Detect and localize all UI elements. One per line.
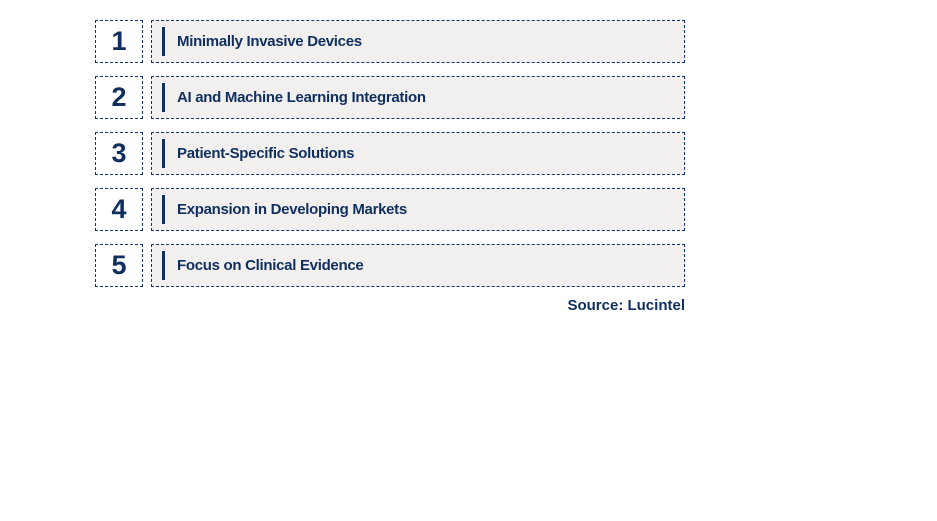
numbered-list: 1 Minimally Invasive Devices 2 AI and Ma… (95, 20, 685, 287)
label-box: AI and Machine Learning Integration (151, 76, 685, 119)
list-item: 3 Patient-Specific Solutions (95, 132, 685, 175)
list-item: 1 Minimally Invasive Devices (95, 20, 685, 63)
label-box: Expansion in Developing Markets (151, 188, 685, 231)
number-text: 2 (111, 82, 126, 113)
label-text: Focus on Clinical Evidence (177, 257, 363, 274)
divider-bar (162, 139, 165, 168)
source-attribution: Source: Lucintel (95, 297, 685, 314)
label-text: Patient-Specific Solutions (177, 145, 354, 162)
number-box: 5 (95, 244, 143, 287)
list-item: 2 AI and Machine Learning Integration (95, 76, 685, 119)
label-text: Expansion in Developing Markets (177, 201, 407, 218)
label-box: Minimally Invasive Devices (151, 20, 685, 63)
list-item: 5 Focus on Clinical Evidence (95, 244, 685, 287)
label-box: Patient-Specific Solutions (151, 132, 685, 175)
number-text: 4 (111, 194, 126, 225)
list-item: 4 Expansion in Developing Markets (95, 188, 685, 231)
number-box: 2 (95, 76, 143, 119)
number-text: 5 (111, 250, 126, 281)
number-text: 1 (111, 26, 126, 57)
number-box: 4 (95, 188, 143, 231)
divider-bar (162, 195, 165, 224)
label-text: AI and Machine Learning Integration (177, 89, 426, 106)
divider-bar (162, 27, 165, 56)
number-text: 3 (111, 138, 126, 169)
number-box: 1 (95, 20, 143, 63)
label-box: Focus on Clinical Evidence (151, 244, 685, 287)
label-text: Minimally Invasive Devices (177, 33, 362, 50)
divider-bar (162, 83, 165, 112)
divider-bar (162, 251, 165, 280)
number-box: 3 (95, 132, 143, 175)
